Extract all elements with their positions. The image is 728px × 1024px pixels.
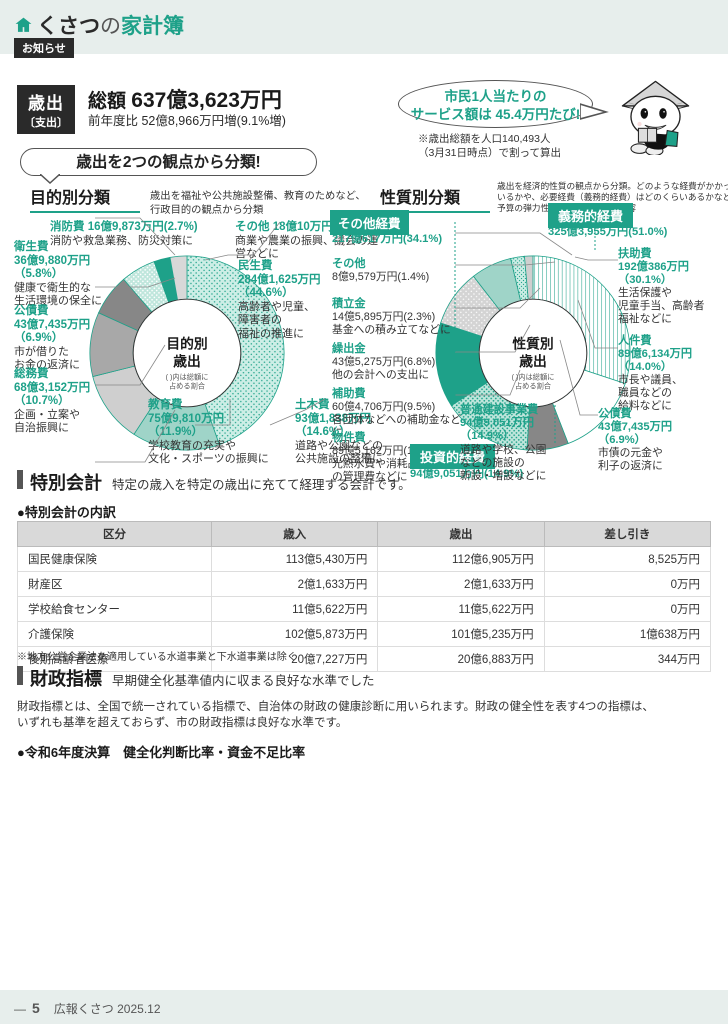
svg-text:歳出: 歳出 [519,353,547,369]
svg-text:( )内は総額に: ( )内は総額に [166,372,209,381]
svg-text:目的別: 目的別 [166,335,207,351]
svg-text:占める割合: 占める割合 [515,381,551,390]
svg-text:占める割合: 占める割合 [169,381,205,390]
svg-text:( )内は総額に: ( )内は総額に [512,372,555,381]
svg-text:性質別: 性質別 [512,335,553,351]
svg-text:歳出: 歳出 [173,353,201,369]
